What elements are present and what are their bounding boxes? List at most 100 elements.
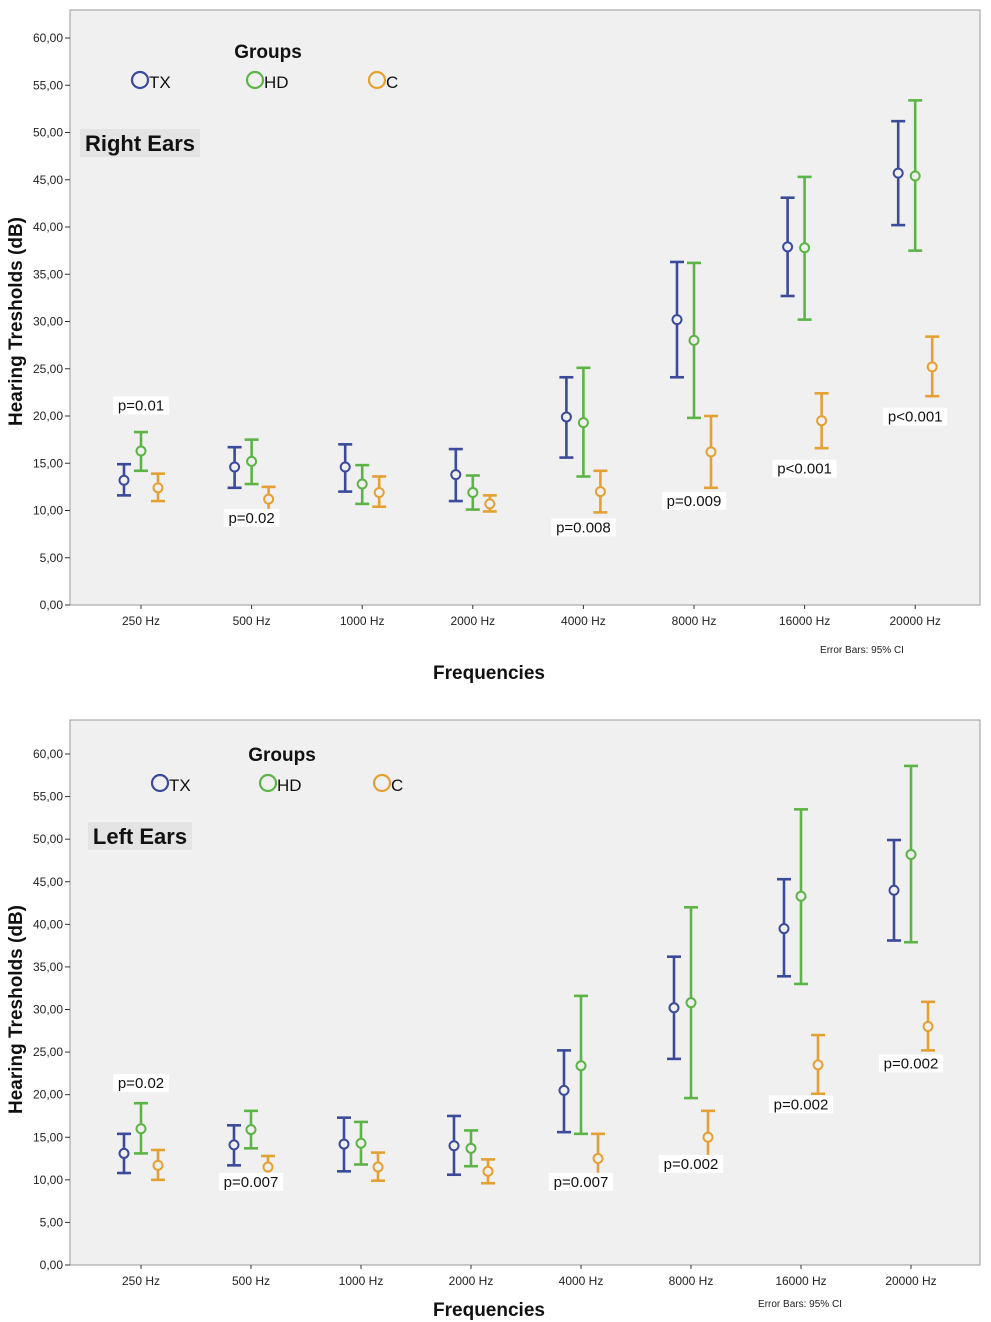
mean-point-c <box>152 1159 164 1171</box>
error-bar-tx <box>117 1132 131 1175</box>
x-tick-label: 500 Hz <box>233 614 271 628</box>
p-value-box <box>658 1154 724 1173</box>
error-bar-c <box>814 392 829 450</box>
p-value-label: p=0.007 <box>554 1174 609 1191</box>
x-tick-label: 1000 Hz <box>340 614 385 628</box>
mean-point-hd <box>685 997 697 1009</box>
mean-point-tx <box>228 1139 240 1151</box>
mean-point-tx <box>671 314 683 326</box>
x-tick-label: 2000 Hz <box>449 1274 494 1288</box>
mean-point-hd <box>688 334 700 346</box>
error-bar-tx <box>227 1124 241 1167</box>
y-tick-label: 55,00 <box>33 78 63 92</box>
legend-label-hd: HD <box>277 776 302 795</box>
error-bar-note: Error Bars: 95% CI <box>820 645 904 656</box>
error-bar-hd <box>576 366 591 478</box>
legend-title: Groups <box>234 42 302 63</box>
mean-point-tx <box>339 461 351 473</box>
mean-point-hd <box>246 455 258 467</box>
error-bar-c <box>151 472 165 503</box>
legend-label-c: C <box>386 73 398 92</box>
p-value-box <box>113 1074 169 1093</box>
panel-label: Right Ears <box>85 131 195 156</box>
x-tick-label: 20000 Hz <box>890 614 941 628</box>
y-tick-label: 60,00 <box>33 31 63 45</box>
error-bar-hd <box>134 430 148 473</box>
p-value-box <box>883 407 948 426</box>
p-value-box <box>661 491 727 510</box>
error-bar-tx <box>887 838 901 942</box>
x-tick-label: 16000 Hz <box>775 1274 826 1288</box>
p-value-label: p=0.002 <box>884 1055 939 1072</box>
plot-area <box>69 9 981 606</box>
legend-label-tx: TX <box>149 73 171 92</box>
mean-point-c <box>926 361 938 373</box>
panel-label-box <box>88 822 192 850</box>
error-bar-hd <box>465 474 480 511</box>
y-tick-label: 45,00 <box>33 173 63 187</box>
y-tick-label: 25,00 <box>33 362 63 376</box>
p-value-box <box>218 1172 284 1191</box>
error-bar-c <box>811 1033 825 1096</box>
error-bar-c <box>482 494 497 513</box>
y-tick-label: 45,00 <box>33 875 63 889</box>
error-bar-hd <box>355 463 370 506</box>
p-value-label: p=0.01 <box>118 397 164 414</box>
mean-point-hd <box>356 478 368 490</box>
legend-marker-hd <box>258 773 278 793</box>
p-value-label: p=0.02 <box>118 1075 164 1092</box>
mean-point-hd <box>355 1137 367 1149</box>
x-tick-label: 250 Hz <box>122 614 160 628</box>
error-bar-tx <box>777 877 791 978</box>
chart-panel-left-ears: 0,00 5,00 10,00 15,00 20,00 25,00 30,00 35,00 40… <box>6 719 981 1321</box>
p-value-label: p<0.001 <box>777 461 832 478</box>
y-axis-title: Hearing Tresholds (dB) <box>6 217 27 426</box>
mean-point-tx <box>558 1084 570 1096</box>
error-bar-note: Error Bars: 95% CI <box>758 1299 842 1310</box>
y-tick-label: 55,00 <box>33 790 63 804</box>
p-value-label: p=0.008 <box>556 519 611 536</box>
mean-point-c <box>816 415 828 427</box>
p-value-label: p=0.009 <box>667 493 722 510</box>
p-value-label: p=0.02 <box>228 510 274 527</box>
mean-point-hd <box>799 242 811 254</box>
mean-point-tx <box>118 474 130 486</box>
x-tick-label: 16000 Hz <box>779 614 830 628</box>
legend-label-tx: TX <box>169 776 191 795</box>
y-tick-label: 15,00 <box>33 1130 63 1144</box>
legend-title: Groups <box>248 745 316 766</box>
mean-point-hd <box>909 170 921 182</box>
mean-point-tx <box>778 923 790 935</box>
error-bar-hd <box>904 764 918 944</box>
legend-marker-tx <box>150 773 170 793</box>
mean-point-tx <box>560 411 572 423</box>
y-tick-label: 10,00 <box>33 1173 63 1187</box>
legend-label-c: C <box>391 776 403 795</box>
mean-point-hd <box>465 1142 477 1154</box>
x-tick-label: 1000 Hz <box>339 1274 384 1288</box>
mean-point-c <box>152 482 164 494</box>
error-bar-hd <box>684 905 698 1100</box>
y-tick-label: 0,00 <box>40 1258 64 1272</box>
mean-point-tx <box>118 1147 130 1159</box>
error-bar-hd <box>134 1101 148 1155</box>
mean-point-c <box>812 1059 824 1071</box>
mean-point-c <box>922 1021 934 1033</box>
error-bar-hd <box>244 1109 258 1150</box>
error-bar-hd <box>797 175 812 321</box>
error-bar-c <box>921 1000 935 1052</box>
panel-label-box <box>80 129 200 157</box>
mean-point-c <box>262 1161 274 1173</box>
mean-point-tx <box>892 167 904 179</box>
y-tick-label: 20,00 <box>33 1088 63 1102</box>
mean-point-tx <box>338 1138 350 1150</box>
mean-point-hd <box>135 1123 147 1135</box>
p-value-box <box>548 1172 614 1191</box>
y-tick-label: 5,00 <box>40 551 64 565</box>
p-value-label: p=0.007 <box>224 1174 279 1191</box>
x-tick-label: 2000 Hz <box>450 614 495 628</box>
mean-point-c <box>484 498 496 510</box>
p-value-box <box>113 396 169 415</box>
mean-point-c <box>592 1153 604 1165</box>
